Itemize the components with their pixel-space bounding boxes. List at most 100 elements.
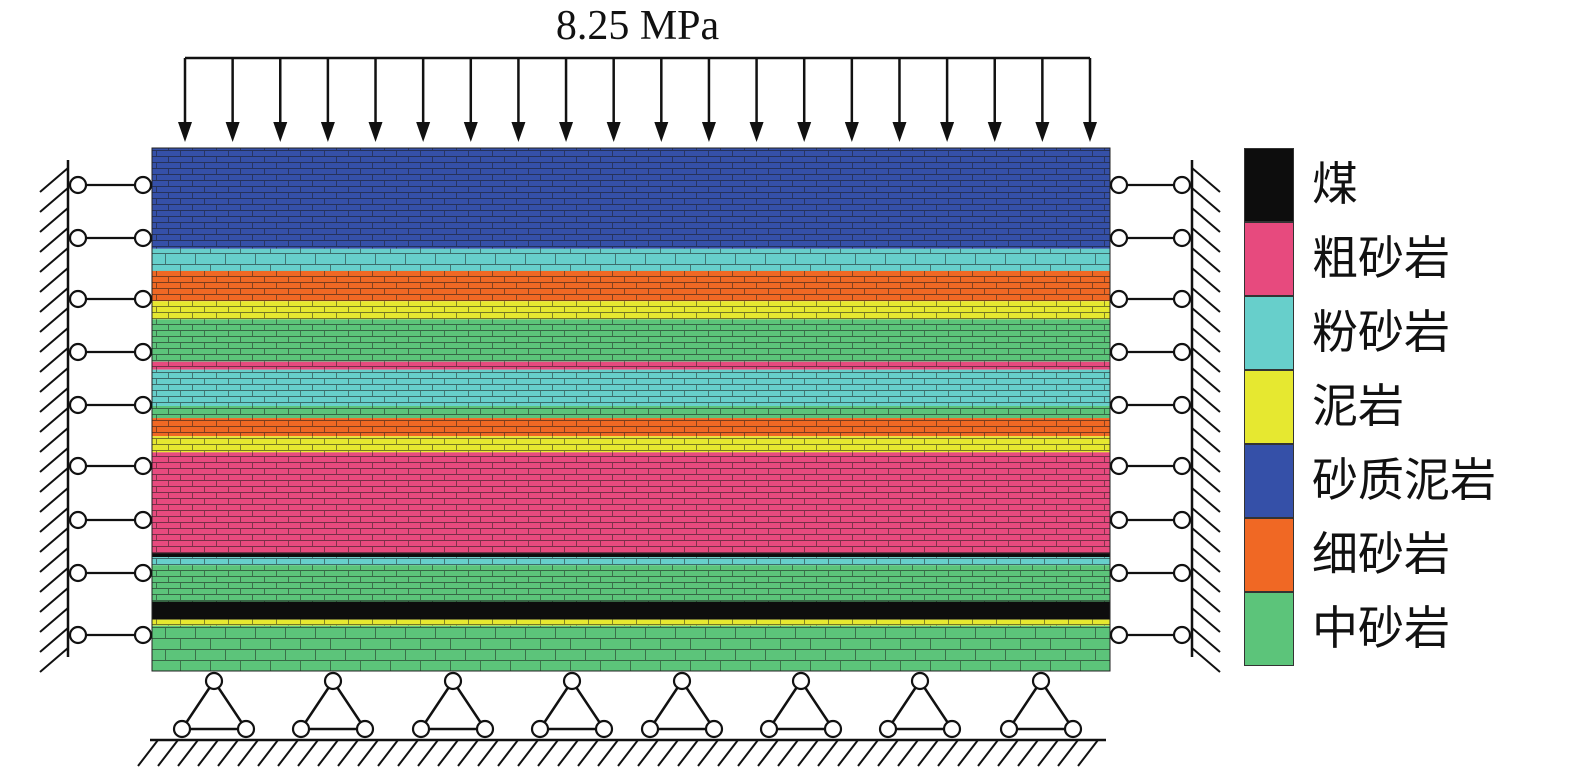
roller-joint — [133, 175, 153, 195]
load-arrow-head — [1035, 122, 1050, 142]
wall-hatch — [1191, 387, 1221, 413]
load-arrow-head — [559, 122, 574, 142]
roller-joint — [68, 289, 88, 309]
ground-hatch — [757, 739, 779, 767]
roller-joint — [133, 289, 153, 309]
wall-hatch — [39, 227, 69, 253]
model-boundary — [151, 147, 1111, 672]
ground-hatch — [1017, 739, 1039, 767]
ground-hatch — [977, 739, 999, 767]
wall-hatch — [1191, 407, 1221, 433]
ground-hatch — [657, 739, 679, 767]
wall-hatch — [39, 327, 69, 353]
pin-roller — [1063, 719, 1083, 739]
ground-hatch — [357, 739, 379, 767]
wall-hatch — [39, 567, 69, 593]
pin-triangle — [647, 678, 717, 731]
ground-hatch — [637, 739, 659, 767]
ground-hatch — [1077, 739, 1099, 767]
ground-hatch — [877, 739, 899, 767]
wall-hatch — [39, 447, 69, 473]
wall-hatch — [1191, 547, 1221, 573]
ground-hatch — [617, 739, 639, 767]
stratum-mesh — [152, 625, 1110, 671]
wall-hatch — [1191, 627, 1221, 653]
ground-hatch — [177, 739, 199, 767]
roller-joint — [1172, 175, 1192, 195]
ground-hatch — [497, 739, 519, 767]
load-arrow-head — [511, 122, 526, 142]
wall-hatch — [1191, 307, 1221, 333]
wall-hatch — [39, 587, 69, 613]
legend-item-mudstone: 泥岩 — [1244, 370, 1574, 444]
pin-triangle — [298, 678, 368, 731]
ground-hatch — [217, 739, 239, 767]
roller-joint — [68, 395, 88, 415]
ground-hatch — [897, 739, 919, 767]
legend-label: 砂质泥岩 — [1312, 453, 1496, 507]
roller-joint — [133, 563, 153, 583]
stratum-mesh — [152, 619, 1110, 626]
stratum-mesh — [152, 452, 1110, 554]
stratum-mesh — [152, 148, 1110, 249]
wall-hatch — [1191, 267, 1221, 293]
wall-hatch — [1191, 607, 1221, 633]
ground-hatch — [277, 739, 299, 767]
ground-hatch — [197, 739, 219, 767]
ground-hatch — [997, 739, 1019, 767]
legend-swatch — [1244, 592, 1294, 666]
wall-hatch — [1191, 587, 1221, 613]
legend-item-sandy-mudstone: 砂质泥岩 — [1244, 444, 1574, 518]
wall-hatch — [1191, 527, 1221, 553]
roller-joint — [133, 625, 153, 645]
ground-hatch — [537, 739, 559, 767]
ground-hatch — [317, 739, 339, 767]
pin-roller — [594, 719, 614, 739]
ground-hatch — [237, 739, 259, 767]
ground-hatch — [377, 739, 399, 767]
load-arrow-head — [320, 122, 335, 142]
legend-swatch — [1244, 444, 1294, 518]
pin-triangle — [537, 678, 607, 731]
pin-triangle — [885, 678, 955, 731]
roller-joint — [1109, 395, 1129, 415]
pin-roller — [530, 719, 550, 739]
wall-hatch — [39, 547, 69, 573]
roller-joint — [1172, 289, 1192, 309]
roller-joint — [68, 228, 88, 248]
stratum-mesh — [152, 301, 1110, 320]
wall-hatch — [39, 407, 69, 433]
pin-triangle — [418, 678, 488, 731]
ground-hatch — [737, 739, 759, 767]
pin-roller — [759, 719, 779, 739]
wall-hatch — [39, 347, 69, 373]
legend-item-medium-sandstone: 中砂岩 — [1244, 592, 1574, 666]
roller-joint — [133, 395, 153, 415]
wall-hatch — [1191, 427, 1221, 453]
load-arrow-head — [797, 122, 812, 142]
ground-hatch — [397, 739, 419, 767]
wall-hatch — [1191, 247, 1221, 273]
stratum-layer — [152, 601, 1110, 620]
wall-hatch — [39, 267, 69, 293]
ground-hatch — [137, 739, 159, 767]
pin-roller — [704, 719, 724, 739]
ground-hatch — [677, 739, 699, 767]
pin-roller — [640, 719, 660, 739]
wall-hatch — [1191, 327, 1221, 353]
ground-hatch — [857, 739, 879, 767]
bottom-pin-supports — [137, 671, 1106, 767]
load-arrow-head — [463, 122, 478, 142]
roller-joint — [68, 342, 88, 362]
ground-hatch — [517, 739, 539, 767]
pin-roller — [411, 719, 431, 739]
roller-joint — [68, 175, 88, 195]
wall-hatch — [39, 647, 69, 673]
pin-joint — [910, 671, 930, 691]
roller-joint — [133, 456, 153, 476]
legend-item-siltstone: 粉砂岩 — [1244, 296, 1574, 370]
legend-item-fine-sandstone: 细砂岩 — [1244, 518, 1574, 592]
load-arrow-head — [654, 122, 669, 142]
load-arrow-head — [1083, 122, 1097, 142]
